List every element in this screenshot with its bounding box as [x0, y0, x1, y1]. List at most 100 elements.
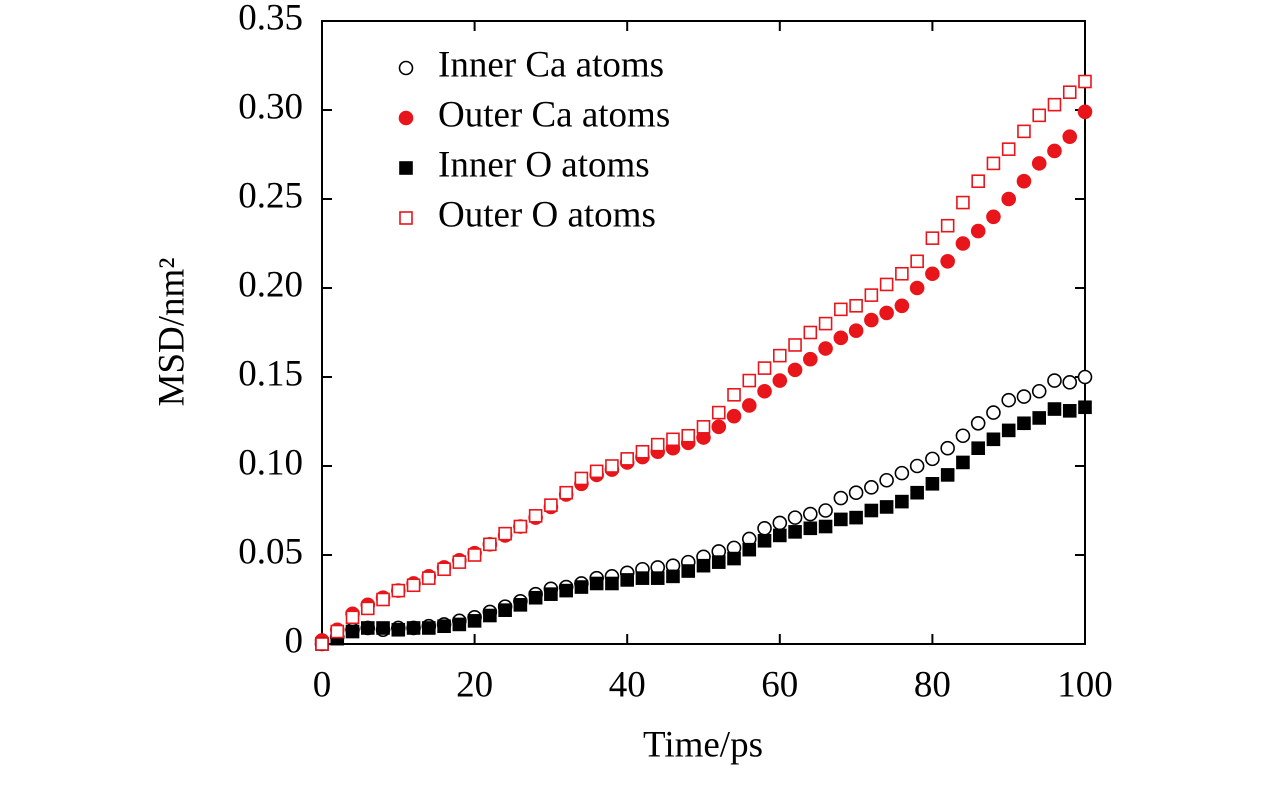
- marker: [787, 362, 803, 378]
- marker: [726, 408, 742, 424]
- marker: [772, 373, 788, 388]
- marker: [956, 195, 970, 210]
- marker: [315, 637, 329, 651]
- marker: [803, 351, 818, 367]
- marker: [1077, 369, 1093, 385]
- marker: [849, 298, 863, 313]
- marker: [1047, 97, 1062, 112]
- marker: [757, 533, 772, 548]
- marker: [513, 598, 528, 612]
- y-tick-label: 0: [285, 620, 304, 661]
- legend-marker: [399, 211, 413, 225]
- marker: [788, 525, 802, 539]
- marker: [589, 464, 604, 479]
- marker: [741, 398, 757, 413]
- marker: [970, 223, 986, 239]
- marker: [467, 614, 482, 628]
- marker: [513, 519, 528, 534]
- marker: [376, 592, 390, 607]
- marker: [787, 510, 803, 525]
- marker: [803, 325, 818, 340]
- marker: [1062, 85, 1077, 99]
- marker: [666, 432, 680, 447]
- marker: [818, 519, 833, 534]
- plot-frame: [321, 20, 1086, 645]
- marker: [467, 548, 482, 562]
- marker: [681, 428, 696, 443]
- marker: [483, 537, 497, 552]
- marker: [818, 341, 833, 356]
- marker: [910, 254, 924, 269]
- marker: [879, 472, 894, 488]
- legend-marker: [398, 110, 414, 126]
- marker: [955, 428, 971, 444]
- marker: [727, 551, 741, 566]
- marker: [605, 459, 619, 473]
- marker: [940, 468, 955, 482]
- marker: [1032, 411, 1047, 425]
- marker: [1031, 383, 1047, 399]
- x-tick-label: 100: [1057, 664, 1113, 705]
- y-tick-label: 0.25: [238, 175, 303, 216]
- marker: [650, 571, 665, 585]
- marker: [925, 451, 940, 467]
- marker: [1047, 402, 1062, 416]
- marker: [559, 485, 573, 500]
- marker: [1017, 416, 1031, 431]
- x-tick-label: 40: [609, 664, 646, 705]
- y-axis-label: MSD/nm²: [151, 258, 192, 407]
- marker: [498, 526, 512, 541]
- marker: [971, 174, 985, 188]
- marker: [330, 624, 345, 639]
- marker: [986, 209, 1001, 225]
- marker: [650, 437, 665, 452]
- marker: [360, 621, 375, 635]
- marker: [544, 587, 558, 601]
- marker: [742, 542, 757, 557]
- marker: [345, 610, 360, 625]
- y-tick-label: 0.05: [238, 531, 303, 572]
- legend-label: Outer Ca atoms: [438, 94, 670, 135]
- marker: [605, 576, 619, 591]
- marker: [391, 583, 406, 598]
- marker: [895, 494, 909, 509]
- legend-label: Outer O atoms: [438, 194, 656, 235]
- marker: [1001, 142, 1016, 156]
- marker: [666, 569, 680, 584]
- marker: [1062, 375, 1078, 390]
- marker: [956, 455, 970, 470]
- marker: [849, 510, 863, 525]
- marker: [574, 471, 589, 486]
- marker: [727, 387, 741, 402]
- marker: [879, 277, 894, 292]
- marker: [864, 480, 879, 495]
- marker: [360, 601, 375, 616]
- marker: [971, 441, 985, 456]
- x-tick-label: 80: [914, 664, 951, 705]
- marker: [376, 621, 390, 635]
- marker: [1016, 389, 1032, 404]
- marker: [864, 288, 879, 302]
- marker: [895, 266, 909, 281]
- marker: [909, 280, 925, 296]
- marker: [818, 503, 833, 518]
- marker: [1001, 423, 1016, 438]
- marker: [498, 603, 512, 617]
- legend-marker: [398, 60, 414, 76]
- marker: [437, 562, 451, 577]
- marker: [986, 156, 1001, 171]
- marker: [879, 500, 894, 514]
- x-tick-label: 20: [456, 664, 493, 705]
- marker: [559, 583, 573, 598]
- marker: [1032, 108, 1047, 123]
- marker: [422, 621, 436, 635]
- marker: [864, 312, 879, 328]
- marker: [833, 330, 849, 346]
- marker: [1016, 173, 1032, 189]
- marker: [879, 305, 894, 321]
- marker: [528, 590, 543, 605]
- marker: [1047, 373, 1062, 388]
- marker: [1017, 124, 1031, 139]
